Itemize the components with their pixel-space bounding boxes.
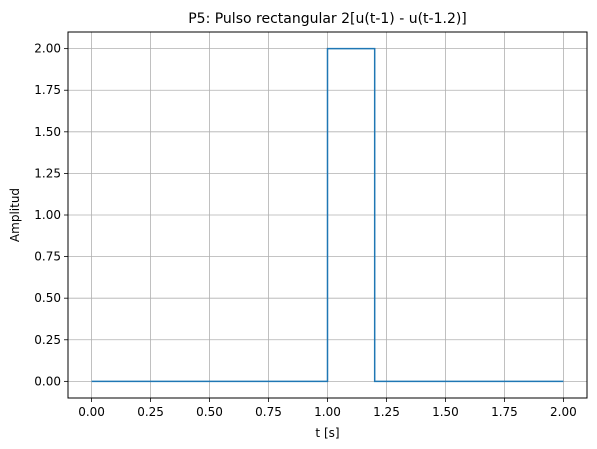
x-tick-label: 1.50 [432,405,459,419]
x-tick-label: 0.25 [137,405,164,419]
y-tick-label: 0.75 [34,250,61,264]
x-tick-label: 0.00 [78,405,105,419]
x-tick-label: 1.75 [491,405,518,419]
x-tick-label: 1.25 [373,405,400,419]
y-tick-label: 2.00 [34,42,61,56]
x-tick-label: 0.50 [196,405,223,419]
series-line [91,47,564,383]
x-tick-label: 0.75 [255,405,282,419]
x-tick-label: 2.00 [550,405,577,419]
y-tick-label: 0.00 [34,374,61,388]
y-tick-label: 1.75 [34,83,61,97]
series-layer [91,47,564,383]
y-tick-label: 1.50 [34,125,61,139]
chart-title: P5: Pulso rectangular 2[u(t-1) - u(t-1.2… [188,11,467,27]
x-axis-label: t [s] [315,426,339,440]
y-axis-label: Amplitud [8,188,22,242]
y-tick-label: 1.25 [34,166,61,180]
y-axis-ticks: 0.00 0.25 0.50 0.75 1.00 1.25 1.50 1.75 2.00 [34,42,68,388]
x-axis-ticks: 0.00 0.25 0.50 0.75 1.00 1.25 1.50 1.75 2.00 [78,398,577,419]
x-tick-label: 1.00 [314,405,341,419]
y-tick-label: 1.00 [34,208,61,222]
y-tick-label: 0.25 [34,333,61,347]
y-tick-label: 0.50 [34,291,61,305]
